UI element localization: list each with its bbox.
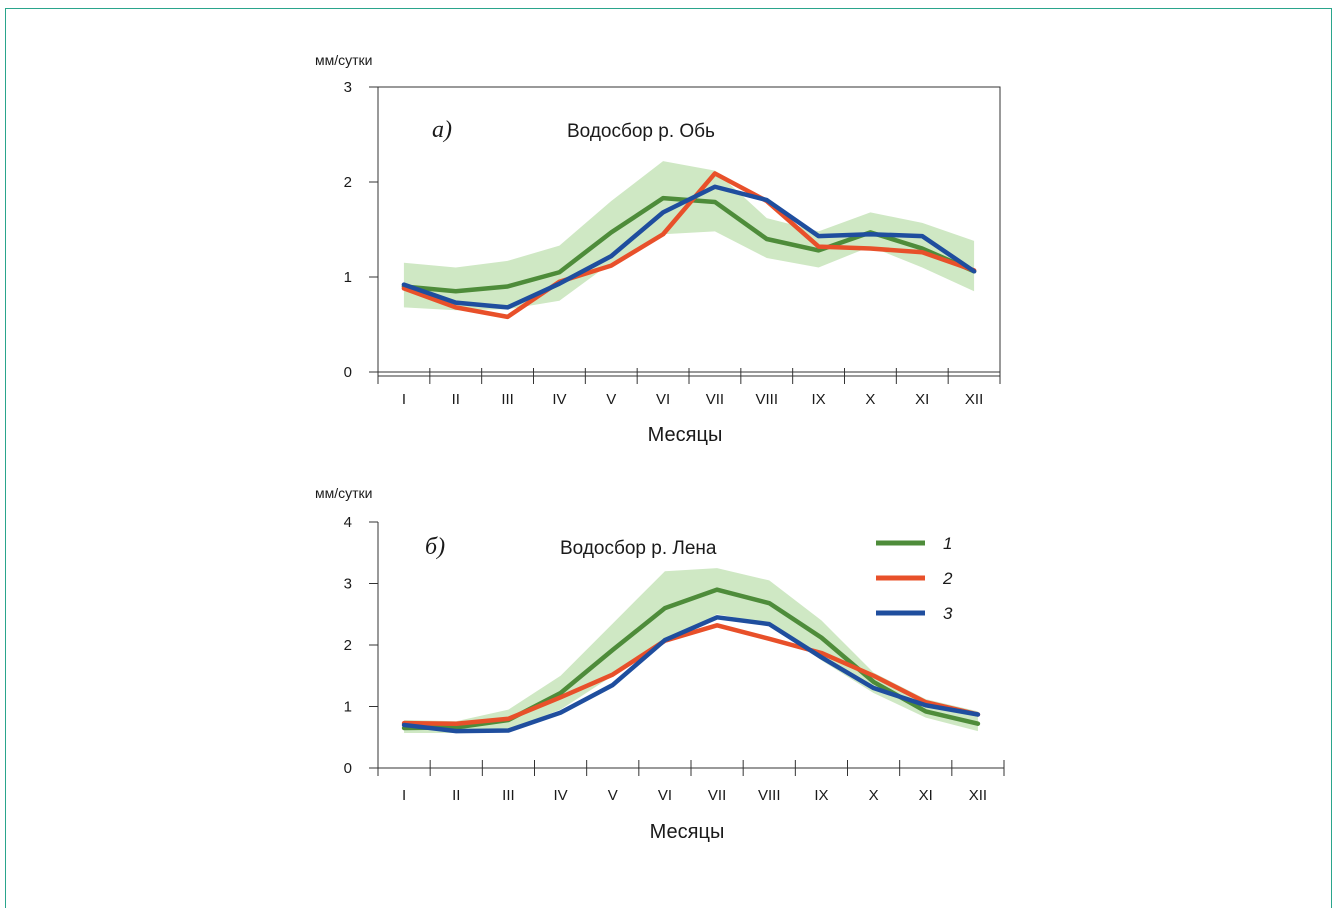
x-tick-label: II — [452, 787, 460, 804]
y-tick-label: 1 — [344, 699, 352, 716]
x-axis-title: Месяцы — [648, 424, 723, 446]
x-tick-label: IV — [553, 787, 567, 804]
x-tick-label: I — [402, 391, 406, 408]
x-tick-label: IV — [552, 391, 566, 408]
chart-legend: 1 2 3 — [876, 534, 953, 623]
x-tick-label: VII — [706, 391, 724, 408]
chart-subtitle: Водосбор р. Лена — [560, 538, 717, 559]
x-tick-label: III — [501, 391, 514, 408]
x-tick-label: XI — [915, 391, 929, 408]
series-line-3 — [401, 615, 981, 734]
x-tick-label: II — [452, 391, 460, 408]
y-tick-label: 4 — [344, 514, 352, 531]
y-tick-label: 1 — [344, 269, 352, 286]
panel-label: а) — [432, 117, 452, 143]
x-tick-label: VII — [708, 787, 726, 804]
x-tick-label: X — [869, 787, 879, 804]
y-tick-label: 0 — [344, 760, 352, 777]
x-tick-label: VIII — [755, 391, 778, 408]
y-tick-label: 0 — [344, 364, 352, 381]
x-tick-label: XII — [965, 391, 983, 408]
x-tick-label: VIII — [758, 787, 781, 804]
x-tick-label: XII — [969, 787, 987, 804]
y-tick-label: 3 — [344, 79, 352, 96]
x-tick-label: III — [502, 787, 515, 804]
y-tick-label: 2 — [344, 637, 352, 654]
legend-label: 3 — [943, 604, 953, 623]
x-tick-label: I — [402, 787, 406, 804]
chart-panel-lena: мм/сутки б) Водосбор р. Лена Месяцы 123 … — [315, 485, 1005, 843]
panel-label: б) — [425, 534, 445, 560]
series-line-2 — [401, 623, 981, 726]
x-tick-label: X — [865, 391, 875, 408]
x-tick-label: VI — [658, 787, 672, 804]
y-axis-unit-label: мм/сутки — [315, 485, 373, 501]
series-line-2 — [401, 171, 977, 320]
x-tick-label: V — [606, 391, 616, 408]
chart-subtitle: Водосбор р. Обь — [567, 121, 715, 142]
x-tick-label: XI — [919, 787, 933, 804]
range-band — [403, 161, 975, 311]
y-tick-label: 2 — [344, 174, 352, 191]
x-tick-label: IX — [814, 787, 828, 804]
x-tick-label: V — [608, 787, 618, 804]
x-tick-label: VI — [656, 391, 670, 408]
legend-label: 2 — [942, 569, 953, 588]
legend-label: 1 — [943, 534, 952, 553]
x-axis-title: Месяцы — [650, 821, 725, 843]
y-tick-label: 3 — [344, 576, 352, 593]
x-tick-label: IX — [811, 391, 825, 408]
range-band — [404, 568, 978, 733]
series-line-3 — [401, 184, 977, 310]
y-axis-unit-label: мм/сутки — [315, 52, 373, 68]
chart-panel-ob: мм/сутки а) Водосбор р. Обь Месяцы I II II… — [315, 52, 1001, 446]
figure-frame — [5, 8, 1332, 908]
